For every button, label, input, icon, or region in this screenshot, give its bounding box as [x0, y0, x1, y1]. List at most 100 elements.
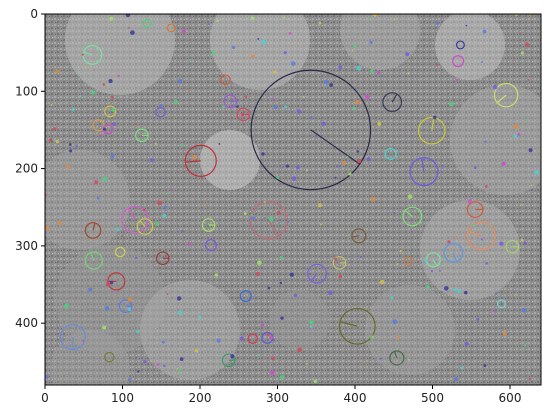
keypoint-dot: [261, 152, 265, 156]
keypoint-dot: [369, 69, 374, 74]
keypoint-dot: [79, 72, 81, 75]
keypoint-dot: [270, 370, 275, 375]
keypoint-dot: [68, 143, 72, 146]
keypoint-dot: [255, 271, 260, 277]
keypoint-dot: [79, 95, 82, 98]
keypoint-dot: [250, 213, 253, 217]
keypoint-dot: [284, 105, 287, 109]
keypoint-orientation-19: [351, 235, 359, 238]
keypoint-dot: [96, 196, 100, 200]
keypoint-circle-48: [496, 299, 506, 309]
keypoint-dot: [206, 202, 209, 205]
keypoint-dot: [309, 116, 313, 119]
keypoint-dot: [338, 274, 343, 279]
keypoint-orientation-13: [83, 51, 93, 56]
keypoint-circle-5: [409, 157, 439, 187]
keypoint-dot: [513, 134, 518, 139]
keypoint-dot: [342, 161, 347, 166]
keypoint-dot: [71, 107, 75, 111]
keypoint-dot: [231, 45, 236, 50]
keypoint-dot: [305, 362, 308, 365]
keypoint-circle-35: [384, 147, 397, 160]
keypoint-dot: [53, 139, 56, 142]
keypoint-dot: [453, 288, 457, 292]
keypoint-dot: [407, 194, 413, 199]
keypoint-dot: [494, 292, 497, 295]
x-tick-label: 400: [344, 391, 367, 405]
keypoint-dot: [444, 286, 449, 291]
keypoint-dot: [484, 140, 487, 143]
keypoint-dot: [366, 157, 371, 162]
keypoint-circle-43: [104, 351, 115, 363]
keypoint-dot: [57, 221, 62, 226]
keypoint-dot: [55, 139, 59, 144]
keypoint-dot: [520, 238, 524, 242]
keypoint-dot: [130, 30, 135, 35]
keypoint-dot: [373, 14, 377, 17]
keypoint-dot: [369, 337, 373, 340]
keypoint-dot: [480, 238, 483, 241]
keypoint-dot: [456, 236, 458, 238]
keypoint-dot: [467, 199, 472, 204]
keypoint-circle-3: [338, 307, 376, 345]
keypoint-circle-32: [104, 105, 117, 118]
keypoint-orientation-15: [90, 252, 95, 261]
keypoint-dot: [110, 154, 115, 159]
keypoint-circle-26: [201, 218, 216, 232]
keypoint-dot: [269, 217, 274, 222]
keypoint-dot: [371, 196, 376, 202]
keypoint-circle-38: [155, 106, 166, 118]
keypoint-dot: [266, 333, 270, 337]
keypoint-dot: [520, 51, 524, 55]
keypoint-dot: [180, 143, 184, 147]
keypoint-circle-49: [403, 256, 413, 266]
keypoint-dot: [127, 297, 132, 302]
keypoint-dot: [156, 363, 160, 366]
keypoint-dot: [397, 336, 401, 339]
y-tick-label: 200: [15, 162, 38, 176]
keypoint-orientation-20: [393, 351, 398, 359]
x-tick-label: 500: [421, 391, 444, 405]
keypoint-circle-44: [452, 55, 465, 68]
keypoint-dot: [392, 319, 398, 324]
keypoint-orientation-8: [404, 210, 413, 217]
keypoint-dot: [271, 98, 274, 101]
keypoint-orientation-5: [420, 157, 425, 172]
keypoint-dot: [454, 377, 459, 382]
keypoint-dot: [243, 212, 247, 215]
keypoint-dot: [108, 79, 113, 84]
keypoint-dot: [273, 105, 278, 110]
keypoint-dot: [523, 241, 527, 245]
keypoint-dot: [211, 50, 216, 55]
keypoint-dot: [356, 66, 362, 71]
x-tick-label: 0: [41, 391, 49, 405]
keypoint-dot: [377, 121, 382, 126]
keypoint-dot: [142, 208, 146, 212]
keypoint-circle-7: [493, 82, 519, 108]
keypoint-dot: [309, 320, 314, 325]
keypoint-orientation-7: [496, 94, 507, 104]
keypoint-markers: [45, 14, 540, 385]
keypoint-dot: [45, 226, 50, 231]
keypoint-dot: [84, 66, 87, 69]
keypoint-dot: [318, 21, 322, 25]
keypoint-dot: [317, 203, 322, 208]
keypoint-circle-37: [220, 74, 231, 85]
keypoint-dot: [492, 84, 498, 90]
keypoint-circle-36: [239, 290, 252, 303]
keypoint-dot: [48, 138, 53, 143]
keypoint-circle-6: [466, 221, 496, 251]
keypoint-circle-41: [247, 333, 258, 344]
keypoint-circle-15: [84, 251, 103, 270]
keypoint-orientation-2: [268, 220, 279, 237]
keypoint-dot: [127, 378, 132, 382]
keypoint-dot: [169, 188, 172, 191]
keypoint-dot: [272, 70, 277, 74]
keypoint-dot: [426, 285, 430, 290]
keypoint-circle-28: [135, 128, 149, 143]
keypoint-dot: [348, 172, 352, 176]
keypoint-dot: [163, 364, 166, 368]
keypoint-dot: [485, 261, 489, 265]
keypoint-dot: [66, 165, 71, 169]
keypoint-dot: [334, 176, 337, 179]
